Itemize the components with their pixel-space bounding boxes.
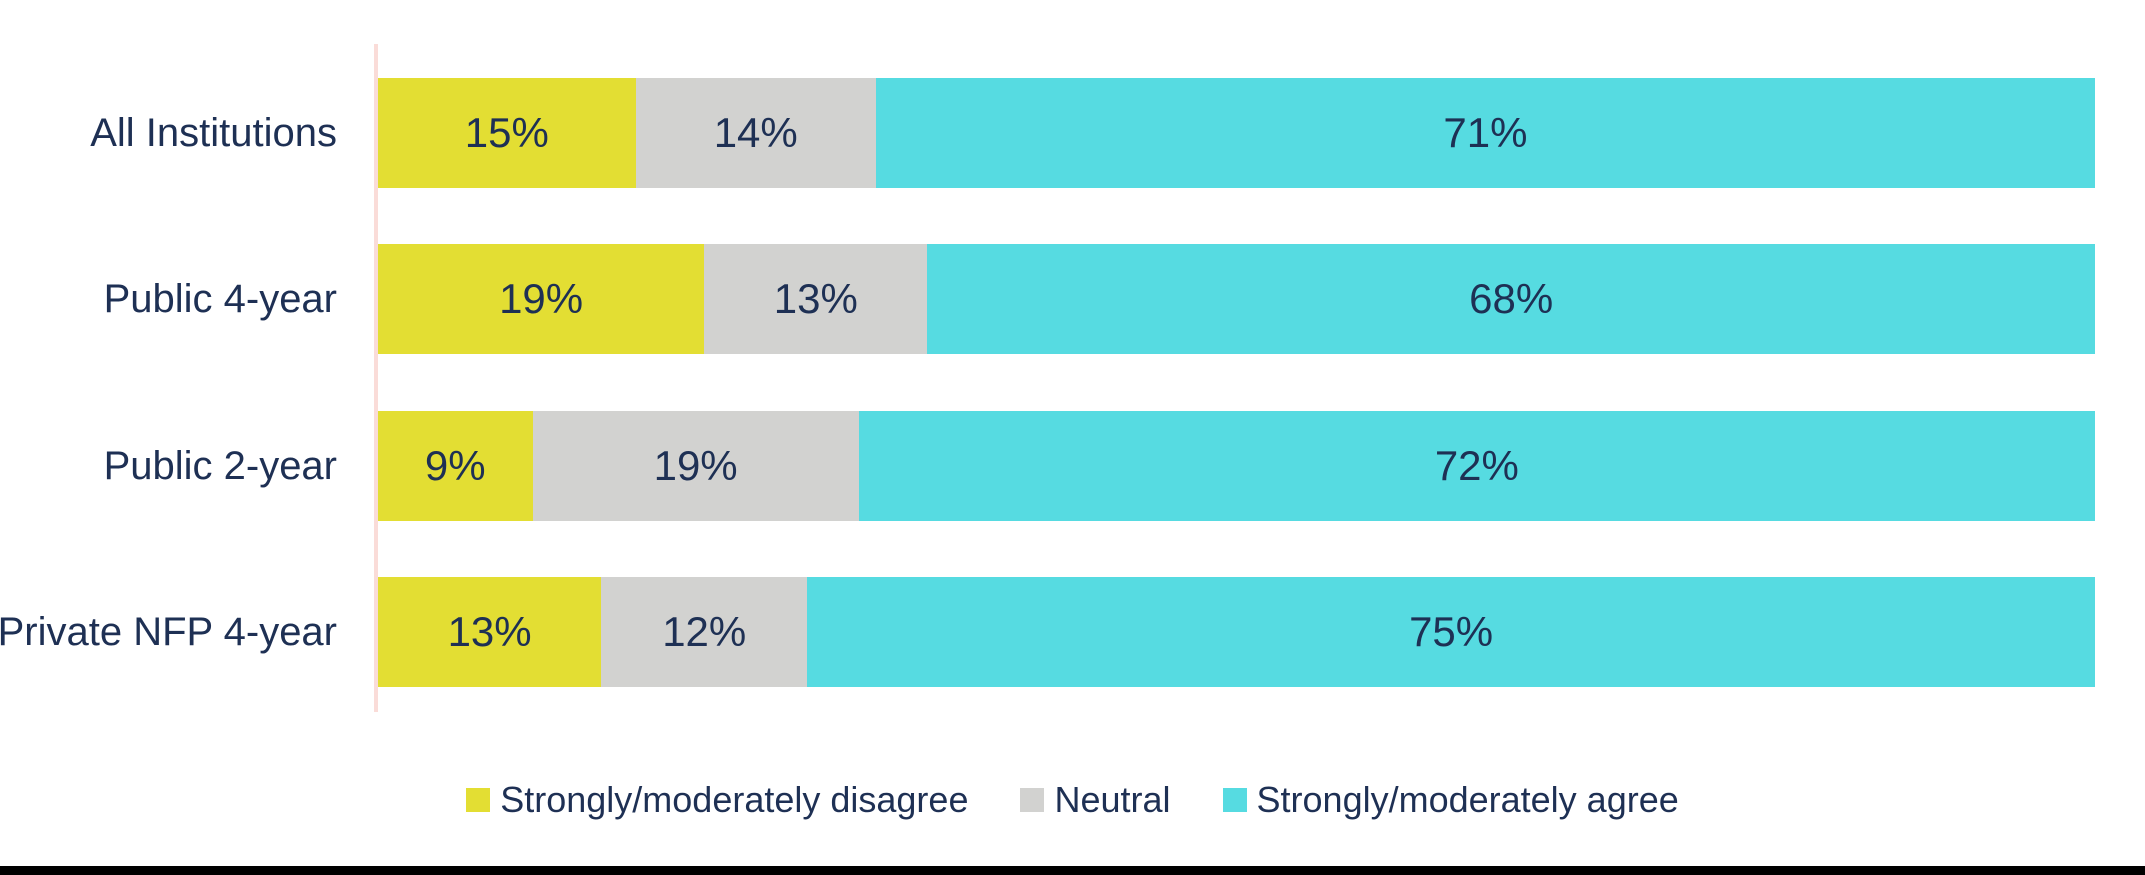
y-axis-line bbox=[374, 44, 378, 712]
segment-value-label: 19% bbox=[653, 442, 738, 489]
stacked-bar: 15% 14% 71% bbox=[378, 78, 2095, 188]
bar-row: All Institutions 15% 14% 71% bbox=[0, 78, 2145, 188]
bar-segment-neutral: 14% bbox=[635, 78, 876, 188]
segment-value-label: 19% bbox=[499, 275, 584, 322]
segment-value-label: 14% bbox=[713, 109, 798, 156]
bar-row: Private NFP 4-year 13% 12% 75% bbox=[0, 577, 2145, 687]
legend-item-agree: Strongly/moderately agree bbox=[1222, 779, 1679, 821]
category-label: All Institutions bbox=[90, 110, 337, 155]
segment-value-label: 68% bbox=[1469, 275, 1554, 322]
bar-segment-agree: 68% bbox=[927, 244, 2095, 354]
segment-value-label: 71% bbox=[1443, 109, 1528, 156]
legend-label: Strongly/moderately agree bbox=[1256, 779, 1679, 820]
bar-row: Public 4-year 19% 13% 68% bbox=[0, 244, 2145, 354]
category-label: Public 4-year bbox=[103, 276, 337, 321]
bar-segment-agree: 72% bbox=[858, 411, 2095, 521]
segment-value-label: 13% bbox=[447, 608, 532, 655]
bar-segment-neutral: 13% bbox=[704, 244, 928, 354]
stacked-bar: 19% 13% 68% bbox=[378, 244, 2095, 354]
bar-segment-neutral: 19% bbox=[532, 411, 859, 521]
legend-swatch-agree bbox=[1222, 788, 1247, 812]
bar-segment-agree: 75% bbox=[807, 577, 2095, 687]
plot-area: All Institutions 15% 14% 71% Public 4-year 19… bbox=[0, 44, 2145, 712]
bar-segment-disagree: 13% bbox=[378, 577, 602, 687]
segment-value-label: 13% bbox=[773, 275, 858, 322]
bar-segment-neutral: 12% bbox=[601, 577, 808, 687]
bar-row: Public 2-year 9% 19% 72% bbox=[0, 411, 2145, 521]
stacked-bar: 13% 12% 75% bbox=[378, 577, 2095, 687]
category-label: Private NFP 4-year bbox=[0, 609, 337, 654]
legend: Strongly/moderately disagree Neutral Stron… bbox=[0, 776, 2145, 824]
segment-value-label: 72% bbox=[1434, 442, 1519, 489]
legend-item-disagree: Strongly/moderately disagree bbox=[466, 779, 968, 821]
legend-label: Strongly/moderately disagree bbox=[500, 779, 969, 820]
bar-segment-disagree: 19% bbox=[378, 244, 705, 354]
category-label: Public 2-year bbox=[103, 443, 337, 488]
legend-swatch-neutral bbox=[1020, 788, 1045, 812]
segment-value-label: 75% bbox=[1409, 608, 1494, 655]
segment-value-label: 12% bbox=[662, 608, 747, 655]
bar-segment-disagree: 15% bbox=[378, 78, 636, 188]
bar-segment-agree: 71% bbox=[875, 78, 2095, 188]
segment-value-label: 9% bbox=[424, 442, 486, 489]
bar-segment-disagree: 9% bbox=[378, 411, 533, 521]
footer-bar bbox=[0, 866, 2145, 875]
stacked-bar: 9% 19% 72% bbox=[378, 411, 2095, 521]
legend-swatch-disagree bbox=[466, 788, 491, 812]
segment-value-label: 15% bbox=[464, 109, 549, 156]
legend-item-neutral: Neutral bbox=[1020, 779, 1171, 821]
legend-label: Neutral bbox=[1054, 779, 1171, 820]
